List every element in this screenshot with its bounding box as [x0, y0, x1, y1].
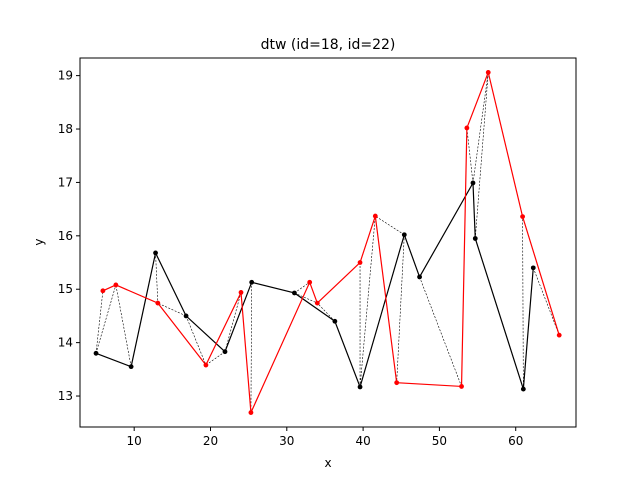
series-0-point-11 [470, 180, 476, 186]
series-1-point-13 [485, 70, 491, 75]
alignment-line-9 [294, 282, 310, 294]
alignment-line-5 [185, 315, 207, 366]
series-0-point-14 [530, 265, 536, 271]
x-axis-label: x [324, 456, 331, 470]
series-1-point-1 [113, 282, 119, 288]
y-axis-label: y [32, 238, 46, 245]
series-1-point-4 [238, 290, 244, 295]
series-points [93, 70, 562, 415]
alignment-line-1 [95, 284, 117, 354]
alignment-line-10 [294, 292, 318, 304]
x-tick-label-60: 60 [508, 434, 523, 448]
series-0-point-6 [292, 290, 297, 296]
y-tick-label-16: 16 [58, 229, 73, 243]
series-1-point-2 [155, 300, 161, 306]
series-0-point-12 [472, 236, 478, 241]
alignment-line-20 [522, 216, 524, 390]
alignment-line-11 [317, 302, 336, 322]
plot-frame [79, 57, 577, 428]
chart-title: dtw (id=18, id=22) [261, 37, 396, 53]
plot-area [79, 57, 577, 428]
x-tick-label-10: 10 [127, 434, 142, 448]
series-0-point-8 [357, 384, 363, 390]
alignment-line-8 [250, 282, 252, 413]
series-0-point-13 [520, 386, 526, 392]
series-0-point-0 [93, 350, 99, 356]
series-1-point-5 [248, 410, 254, 415]
y-tick-label-17: 17 [58, 175, 73, 189]
y-tick-label-13: 13 [58, 389, 73, 403]
series-1-point-9 [372, 213, 378, 219]
alignment-line-4 [157, 302, 187, 317]
alignment-lines [95, 72, 560, 413]
x-tick-label-40: 40 [355, 434, 370, 448]
alignment-line-13 [359, 216, 376, 387]
series-0-point-2 [153, 250, 158, 256]
series-1-point-8 [357, 260, 363, 265]
series-0-point-10 [417, 274, 422, 280]
alignment-line-15 [396, 234, 405, 383]
plot-background [80, 58, 576, 427]
series-1-point-3 [203, 362, 209, 368]
y-tick-label-15: 15 [58, 282, 73, 296]
alignment-line-3 [155, 252, 159, 304]
series-1-point-7 [314, 300, 320, 306]
series-1-point-14 [520, 214, 525, 220]
alignment-line-6 [205, 351, 226, 366]
series-0-point-9 [401, 232, 407, 238]
alignment-line-17 [466, 127, 474, 183]
alignment-line-14 [375, 215, 405, 236]
series-1-point-0 [100, 288, 106, 294]
series-1-point-10 [394, 380, 400, 386]
x-tick-label-30: 30 [279, 434, 294, 448]
series-0-point-5 [249, 279, 255, 285]
alignment-line-18 [472, 72, 489, 183]
x-axis: 10 20 30 40 50 60 [127, 427, 523, 448]
x-tick-label-20: 20 [203, 434, 218, 448]
series-0-point-7 [332, 318, 338, 324]
y-tick-label-14: 14 [58, 336, 73, 350]
series-0-point-4 [222, 349, 228, 355]
y-tick-label-19: 19 [58, 69, 73, 83]
series-0-point-3 [183, 313, 189, 319]
series-1-line [102, 70, 560, 415]
y-axis: 13 14 15 16 17 18 19 [58, 69, 80, 403]
y-tick-label-18: 18 [58, 122, 73, 136]
series-1-point-6 [307, 279, 313, 285]
series-1-point-11 [459, 384, 464, 389]
alignment-line-21 [532, 267, 560, 336]
x-tick-label-50: 50 [432, 434, 447, 448]
series-1-point-15 [556, 332, 562, 338]
series-0-point-1 [128, 364, 134, 370]
series-1-point-12 [464, 125, 470, 131]
